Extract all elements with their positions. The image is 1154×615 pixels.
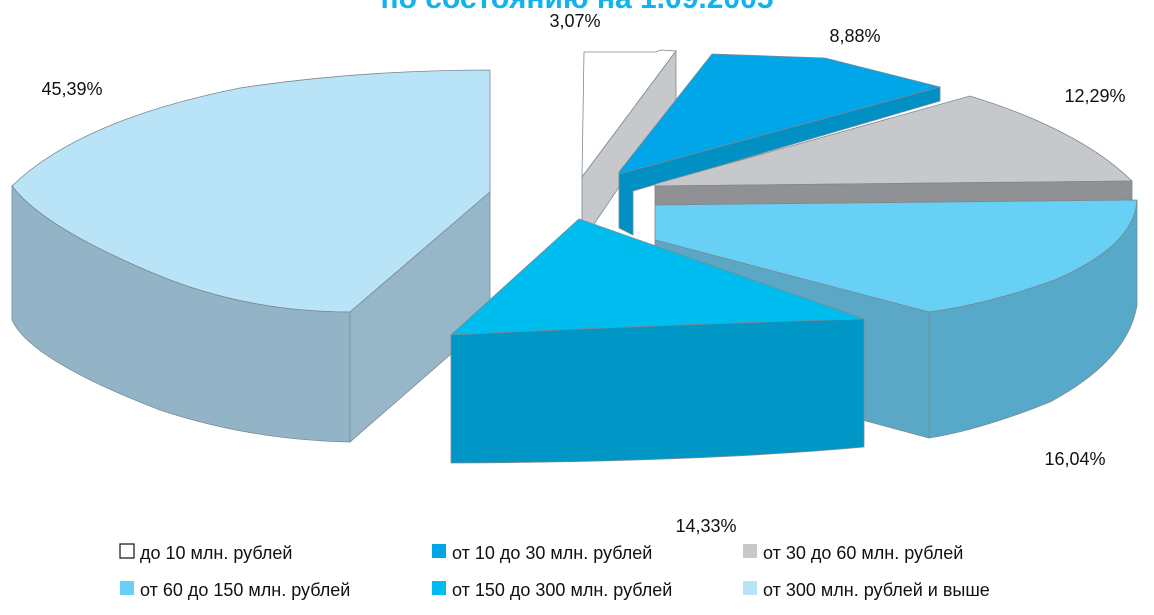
legend-swatch-1 — [432, 544, 446, 558]
legend: до 10 млн. рублей от 10 до 30 млн. рублей… — [119, 543, 990, 600]
legend-label-5: от 300 млн. рублей и выше — [763, 580, 990, 600]
slice-150-300-side — [450, 318, 865, 464]
legend-swatch-3 — [120, 581, 134, 595]
legend-swatch-0 — [119, 543, 135, 559]
label-30-60: 12,29% — [1064, 86, 1125, 106]
slice-60-150-side — [928, 199, 1138, 439]
slice-layer — [11, 49, 1138, 464]
slice-30-60-top — [654, 95, 1133, 187]
label-60-150: 16,04% — [1044, 449, 1105, 469]
legend-label-4: от 150 до 300 млн. рублей — [452, 580, 672, 600]
legend-swatch-2 — [743, 544, 757, 558]
label-under-10: 3,07% — [549, 11, 600, 31]
legend-label-2: от 30 до 60 млн. рублей — [763, 543, 963, 563]
slice-10-30-side — [618, 86, 941, 236]
label-300-plus: 45,39% — [41, 79, 102, 99]
label-10-30: 8,88% — [829, 26, 880, 46]
legend-swatch-4 — [432, 581, 446, 595]
legend-label-0: до 10 млн. рублей — [140, 543, 292, 563]
legend-label-3: от 60 до 150 млн. рублей — [140, 580, 350, 600]
chart-title: по состоянию на 1.09.2005 — [381, 0, 774, 15]
label-layer: 3,07% 8,88% 12,29% 16,04% 14,33% 45,39% — [41, 11, 1125, 536]
legend-label-1: от 10 до 30 млн. рублей — [452, 543, 652, 563]
legend-swatch-5 — [743, 581, 757, 595]
label-150-300: 14,33% — [675, 516, 736, 536]
